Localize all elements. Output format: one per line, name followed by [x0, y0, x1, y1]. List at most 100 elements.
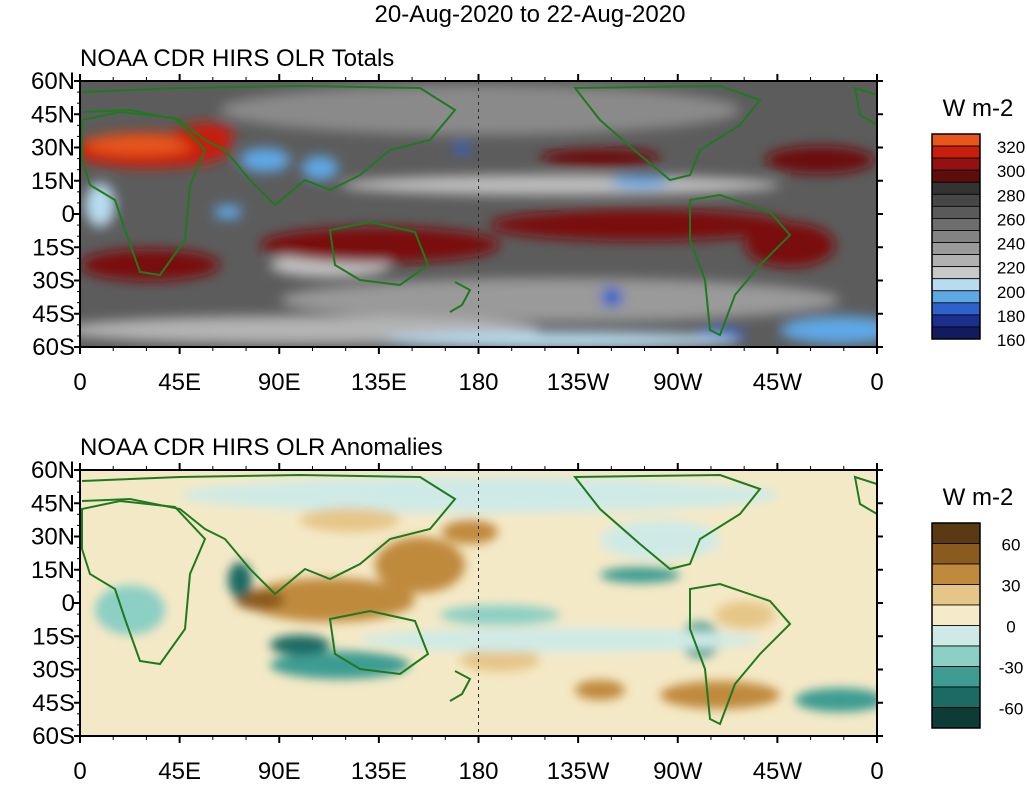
- totals-blob-atlantic-warm: [765, 146, 875, 174]
- totals-panel-title: NOAA CDR HIRS OLR Totals: [80, 45, 394, 72]
- totals-blob-sh-gray: [280, 278, 840, 322]
- totals-coast-australia: [328, 220, 430, 287]
- anomalies-lon-label: 135E: [351, 758, 407, 785]
- totals-colorbar-segment: [931, 326, 981, 340]
- totals-colorbar-segment: [931, 157, 981, 171]
- anom-blob-sa-pos: [715, 601, 775, 629]
- anomalies-panel: NOAA CDR HIRS OLR Anomalies: [31, 434, 1023, 785]
- anomalies-panel-title: NOAA CDR HIRS OLR Anomalies: [80, 434, 443, 461]
- anom-blob-china-pos: [300, 508, 400, 532]
- anom-blob-india-pos: [235, 590, 285, 610]
- totals-coast-north-america: [572, 84, 762, 182]
- anomalies-lat-label: 45S: [32, 690, 75, 717]
- anomalies-axis-ticks: [74, 463, 883, 743]
- anomalies-colorbar-segment: [931, 666, 981, 688]
- totals-lat-label: 60N: [31, 68, 75, 95]
- anomalies-lat-label: 30N: [31, 524, 75, 551]
- totals-blob-african-cold: [85, 183, 115, 227]
- totals-blob-south-america-warm: [745, 223, 835, 267]
- anom-blob-south-indian-neg-2: [270, 635, 330, 655]
- totals-colorbar-label: 220: [997, 259, 1025, 278]
- anomalies-colorbar-segment: [931, 686, 981, 708]
- totals-colorbar-segment: [931, 290, 981, 304]
- totals-blob-indian-cold: [214, 205, 242, 219]
- anomalies-colorbar-segment: [931, 707, 981, 729]
- anomalies-colorbar-label: 60: [1002, 536, 1021, 555]
- anomalies-colorbar-label: 30: [1002, 577, 1021, 596]
- anomalies-colorbar-segment: [931, 543, 981, 565]
- totals-field: [80, 81, 877, 347]
- anom-blob-southern-pos: [575, 680, 625, 700]
- totals-colorbar-segment: [931, 133, 981, 147]
- anomalies-lat-label: 60N: [31, 457, 75, 484]
- totals-coast-nz: [449, 281, 472, 313]
- totals-coast-greenland-europe: [853, 86, 877, 127]
- totals-lat-label: 30N: [31, 135, 75, 162]
- totals-axis-ticks: [74, 74, 883, 354]
- totals-units-label: W m-2: [943, 95, 1014, 122]
- totals-colorbar-label: 260: [997, 210, 1025, 229]
- anomalies-lon-label: 0: [73, 758, 86, 785]
- anom-blob-wpac-pos: [375, 537, 465, 593]
- totals-blob-nh-gray: [220, 85, 740, 135]
- anom-coast-south-america: [689, 582, 792, 726]
- anomalies-lon-label: 45W: [753, 758, 803, 785]
- totals-lon-label: 135E: [351, 369, 407, 396]
- totals-colorbar-label: 300: [997, 162, 1025, 181]
- anom-blob-na-light: [600, 520, 720, 560]
- totals-lat-label: 30S: [32, 268, 75, 295]
- totals-lat-labels: 60N 45N 30N 15N 0 15S 30S 45S 60S: [31, 68, 75, 361]
- anom-blob-africa-neg: [95, 585, 165, 635]
- anomalies-field: [80, 470, 877, 736]
- anom-blob-sh-light-band: [360, 628, 760, 652]
- anomalies-lat-label: 15S: [32, 623, 75, 650]
- anomalies-units-label: W m-2: [943, 484, 1014, 511]
- anomalies-colorbar-frame: [931, 522, 981, 729]
- totals-lat-label: 0: [62, 201, 75, 228]
- anom-blob-nh-light: [180, 477, 780, 513]
- totals-colorbar: 320 300 280 260 240 220 200 180 160: [931, 133, 1025, 350]
- anomalies-colorbar-label: -60: [999, 700, 1024, 719]
- totals-colorbar-label: 160: [997, 331, 1025, 350]
- totals-lat-label: 15N: [31, 168, 75, 195]
- totals-lon-label: 0: [73, 369, 86, 396]
- totals-colorbar-segment: [931, 193, 981, 207]
- totals-colorbar-segment: [931, 205, 981, 219]
- anomalies-lat-label: 15N: [31, 557, 75, 584]
- totals-blob-epac-cold: [610, 176, 670, 188]
- totals-lon-label: 0: [870, 369, 883, 396]
- figure-title: 20-Aug-2020 to 22-Aug-2020: [375, 1, 686, 28]
- anomalies-colorbar-segment: [931, 645, 981, 667]
- anomalies-colorbar-label: -30: [999, 659, 1024, 678]
- totals-blob-south-indian-warm: [260, 227, 500, 263]
- totals-colorbar-segment: [931, 181, 981, 195]
- anom-coast-greenland-europe: [853, 475, 877, 516]
- anomalies-colorbar-segment: [931, 522, 981, 544]
- totals-blob-bengal-cold: [240, 148, 290, 172]
- anomalies-colorbar-segment: [931, 604, 981, 626]
- anomalies-lon-label: 90W: [653, 758, 703, 785]
- anomalies-lat-label: 45N: [31, 490, 75, 517]
- totals-lon-label: 90W: [653, 369, 703, 396]
- anom-blob-south-indian-neg: [270, 651, 410, 679]
- totals-panel: NOAA CDR HIRS OLR Totals: [31, 45, 1025, 396]
- totals-coast-eurasia: [81, 84, 457, 207]
- totals-colorbar-segment: [931, 254, 981, 268]
- totals-colorbar-frame: [931, 133, 981, 340]
- totals-lon-label: 180: [458, 369, 498, 396]
- anom-blob-japan-pos: [442, 520, 498, 544]
- totals-blob-south-pacific-warm: [490, 209, 790, 241]
- anomalies-colorbar: 60 30 0 -30 -60: [931, 522, 1024, 729]
- totals-coast-south-america: [689, 193, 792, 337]
- anomalies-colorbar-segment: [931, 584, 981, 606]
- totals-lon-labels: 0 45E 90E 135E 180 135W 90W 45W 0: [73, 369, 883, 396]
- anomalies-colorbar-label: 0: [1006, 618, 1015, 637]
- totals-lat-label: 45N: [31, 101, 75, 128]
- anomalies-lat-labels: 60N 45N 30N 15N 0 15S 30S 45S 60S: [31, 457, 75, 750]
- totals-coastlines: [81, 84, 877, 337]
- totals-blob-southern-ocean-cold: [780, 316, 877, 344]
- anomalies-lon-label: 90E: [258, 758, 301, 785]
- anom-blob-sh-pacific-pos: [460, 648, 540, 672]
- totals-lon-label: 90E: [258, 369, 301, 396]
- totals-blob-itcz-light: [340, 175, 780, 195]
